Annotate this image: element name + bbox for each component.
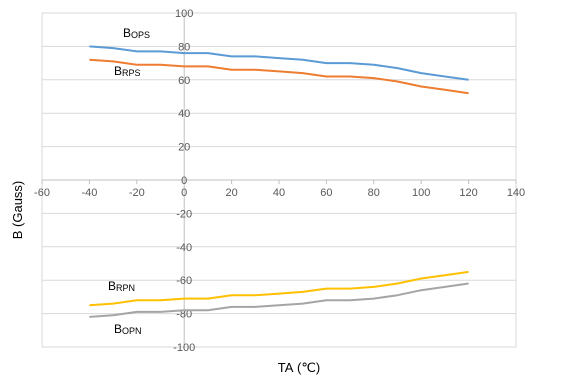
y-tick-label: -80 bbox=[176, 309, 192, 321]
series-line-brpn bbox=[89, 270, 469, 307]
series-line-bops bbox=[89, 45, 469, 81]
x-axis-title: TA (℃) bbox=[278, 360, 321, 375]
series-label-bopn: BOPN bbox=[114, 322, 142, 336]
series-lines bbox=[89, 45, 469, 318]
x-tick-label: 40 bbox=[273, 187, 285, 199]
y-tick-label: 0 bbox=[181, 175, 187, 187]
gridlines bbox=[42, 12, 516, 348]
x-tick-label: -60 bbox=[34, 187, 50, 199]
y-tick-label: -100 bbox=[173, 342, 195, 354]
y-tick-label: -60 bbox=[176, 275, 192, 287]
x-tick-label: 80 bbox=[368, 187, 380, 199]
x-tick-label: -20 bbox=[129, 187, 145, 199]
y-tick-label: 100 bbox=[175, 8, 193, 20]
tick-labels: -100 -80 -60 -40 -20 0 20 40 60 80 100 -60 -40 -20 0 20… bbox=[34, 8, 525, 354]
y-tick-label: 80 bbox=[178, 41, 190, 53]
y-tick-label: -40 bbox=[176, 242, 192, 254]
x-tick-label: 0 bbox=[181, 187, 187, 199]
axes bbox=[41, 13, 517, 347]
x-tick-label: 20 bbox=[225, 187, 237, 199]
y-axis-title: B (Gauss) bbox=[10, 181, 25, 240]
x-tick-label: 120 bbox=[459, 187, 477, 199]
y-tick-label: 20 bbox=[178, 142, 190, 154]
x-tick-label: 60 bbox=[320, 187, 332, 199]
series-label-bops: BOPS bbox=[123, 26, 150, 40]
y-tick-label: -20 bbox=[176, 208, 192, 220]
series-label-brps: BRPS bbox=[114, 64, 141, 78]
x-tick-label: 100 bbox=[412, 187, 430, 199]
y-tick-label: 40 bbox=[178, 108, 190, 120]
series-label-brpn: BRPN bbox=[108, 279, 135, 293]
series-line-brps bbox=[89, 58, 469, 95]
x-tick-label: 140 bbox=[507, 187, 525, 199]
x-tick-label: -40 bbox=[81, 187, 97, 199]
series-labels: BOPS BRPS BRPN BOPN bbox=[108, 26, 150, 336]
series-line-bopn bbox=[89, 282, 469, 318]
y-tick-label: 60 bbox=[178, 75, 190, 87]
